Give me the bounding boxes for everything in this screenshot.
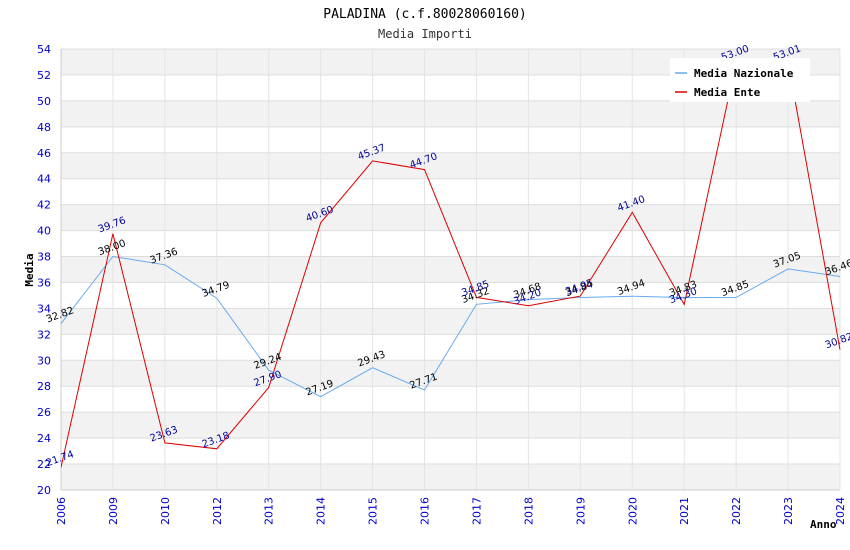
x-axis-ticks: 2006 2009 2010 2012 2013 2014 2015 2016 2017 2018… [55, 497, 847, 525]
y-axis-ticks: 20 22 24 26 28 30 32 34 36 38 40 42 44 46 48 50 52 54 [37, 43, 51, 497]
chart-title: PALADINA (c.f.80028060160) [323, 7, 527, 22]
series-line-media-nazionale [61, 255, 841, 398]
y-tick-label: 42 [37, 199, 51, 212]
band [61, 100, 840, 127]
x-tick-label: 2016 [419, 497, 432, 525]
x-tick-label: 2019 [574, 497, 587, 525]
x-tick-label: 2006 [55, 497, 68, 525]
legend-item-label: Media Nazionale [694, 67, 794, 80]
x-tick-label: 2017 [470, 497, 483, 525]
y-tick-label: 20 [37, 484, 51, 497]
x-tick-label: 2014 [315, 497, 328, 525]
x-axis-label: Anno [810, 518, 837, 531]
y-tick-label: 46 [37, 147, 51, 160]
y-tick-label: 52 [37, 69, 51, 82]
band [61, 464, 840, 490]
band [61, 256, 840, 283]
x-tick-label: 2013 [263, 497, 276, 525]
x-tick-label: 2022 [730, 497, 743, 525]
x-tick-label: 2009 [107, 497, 120, 525]
y-tick-label: 26 [37, 406, 51, 419]
legend-item-label: Media Ente [694, 86, 761, 99]
y-tick-label: 54 [37, 43, 51, 56]
x-tick-label: 2010 [159, 497, 172, 525]
x-tick-label: 2024 [834, 497, 847, 525]
band [61, 204, 840, 231]
y-tick-label: 30 [37, 354, 51, 367]
band [61, 152, 840, 179]
series-line-media-ente [61, 61, 841, 468]
y-tick-label: 44 [37, 173, 51, 186]
x-tick-label: 2023 [782, 497, 795, 525]
band [61, 360, 840, 387]
band [61, 412, 840, 439]
series-lines [61, 61, 841, 468]
y-tick-label: 22 [37, 458, 51, 471]
gridlines [60, 48, 841, 491]
y-tick-label: 40 [37, 225, 51, 238]
y-tick-label: 34 [37, 302, 51, 315]
y-tick-label: 32 [37, 328, 51, 341]
chart-subtitle: Media Importi [378, 27, 472, 41]
y-tick-label: 28 [37, 380, 51, 393]
x-tick-label: 2015 [367, 497, 380, 525]
x-tick-label: 2012 [211, 497, 224, 525]
y-tick-label: 36 [37, 276, 51, 289]
legend: Media Nazionale Media Ente [670, 58, 810, 102]
y-axis-label: Media [23, 253, 36, 286]
band [61, 308, 840, 335]
x-tick-label: 2018 [522, 497, 535, 525]
background-bands [61, 49, 840, 490]
y-tick-label: 38 [37, 251, 51, 264]
y-tick-label: 50 [37, 95, 51, 108]
data-label: 38.00 [97, 238, 128, 258]
legend-box [670, 58, 810, 102]
x-tick-label: 2021 [678, 497, 691, 525]
y-tick-label: 48 [37, 121, 51, 134]
x-tick-label: 2020 [626, 497, 639, 525]
y-tick-label: 24 [37, 432, 51, 445]
